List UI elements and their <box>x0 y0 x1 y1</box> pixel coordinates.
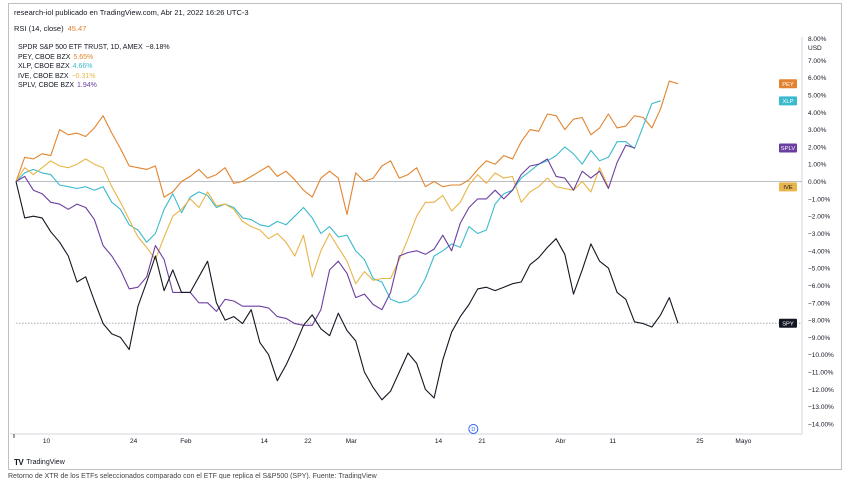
brand-label: TradingView <box>26 459 65 466</box>
x-tick-label: 14 <box>435 438 443 445</box>
y-tick-label: −7.00% <box>808 300 830 307</box>
legend-label: SPDR S&P 500 ETF TRUST, 1D, AMEX <box>18 44 143 51</box>
legend-value: 5.65% <box>73 53 94 61</box>
rsi-label: RSI (14, close) <box>14 24 64 33</box>
last-value-tag-label: IVE <box>783 185 792 191</box>
legend-label: PEY, CBOE BZX <box>18 53 71 61</box>
y-tick-label: −8.00% <box>808 318 830 325</box>
x-tick-label: 24 <box>130 438 138 445</box>
last-value-tag-label: XLP <box>783 99 794 105</box>
publisher-line: research-iol publicado en TradingView.co… <box>14 8 249 17</box>
x-tick-label: 11 <box>609 438 616 445</box>
legend-item-xlp[interactable]: XLP, CBOE BZX 4.66% <box>18 62 170 72</box>
y-tick-label: −5.00% <box>808 266 830 273</box>
series-line-xlp <box>15 100 661 304</box>
rsi-indicator-label[interactable]: RSI (14, close) 45.47 <box>14 24 86 33</box>
legend-value: 1.94% <box>77 82 97 89</box>
legend-label: XLP, CBOE BZX <box>18 63 70 70</box>
last-value-tag-label: PEY <box>782 82 794 88</box>
y-unit-label: USD <box>808 45 822 52</box>
last-value-tag-ive: IVE <box>779 182 797 192</box>
legend-item-pey[interactable]: PEY, CBOE BZX 5.65% <box>18 53 170 63</box>
last-value-tag-xlp: XLP <box>779 96 797 106</box>
x-tick-label: 25 <box>696 438 704 445</box>
y-tick-label: 7.00% <box>808 58 827 65</box>
legend-value: 4.66% <box>72 63 93 70</box>
legend-value: −8.18% <box>145 44 170 51</box>
last-value-tag-pey: PEY <box>779 79 797 89</box>
y-tick-label: 6.00% <box>808 75 827 82</box>
last-value-tag-bg <box>779 96 797 106</box>
last-value-tag-bg <box>779 318 797 328</box>
y-tick-label: −13.00% <box>808 404 834 411</box>
y-tick-label: −6.00% <box>808 283 830 290</box>
last-value-tag-bg <box>779 182 797 192</box>
last-value-tag-label: SPY <box>782 321 794 327</box>
y-tick-label: −10.00% <box>808 352 834 359</box>
y-tick-label: 3.00% <box>808 127 827 134</box>
y-tick-label: −14.00% <box>808 422 834 429</box>
y-tick-label: −3.00% <box>808 231 830 238</box>
y-tick-label: 2.00% <box>808 144 827 151</box>
last-value-tag-bg <box>779 79 797 89</box>
y-tick-label: −12.00% <box>808 387 834 394</box>
y-tick-label: −4.00% <box>808 248 830 255</box>
x-tick-label: Mayo <box>735 438 751 445</box>
y-tick-label: −1.00% <box>808 196 830 203</box>
legend-item-spy[interactable]: SPDR S&P 500 ETF TRUST, 1D, AMEX −8.18% <box>18 43 170 53</box>
y-tick-label: −11.00% <box>808 370 834 377</box>
series-line-splv <box>15 144 635 326</box>
dividend-marker-icon <box>468 424 479 434</box>
last-value-tag-splv: SPLV <box>779 143 797 153</box>
x-tick-label: Abr <box>555 438 566 445</box>
y-tick-label: −9.00% <box>808 335 830 342</box>
last-value-tag-bg <box>779 143 797 153</box>
legend-item-splv[interactable]: SPLV, CBOE BZX 1.94% <box>18 81 170 91</box>
y-tick-label: 8.00% <box>808 36 827 43</box>
y-tick-label: 1.00% <box>808 162 827 169</box>
legend-label: IVE, CBOE BZX <box>18 72 69 80</box>
x-tick-label: 10 <box>43 438 51 445</box>
legend: SPDR S&P 500 ETF TRUST, 1D, AMEX −8.18% P… <box>18 43 170 91</box>
tradingview-logo-icon: TV <box>14 458 24 467</box>
x-tick-label: Mar <box>346 438 358 445</box>
x-tick-label: 21 <box>478 438 486 445</box>
x-tick-label: Feb <box>180 438 192 445</box>
legend-label: SPLV, CBOE BZX <box>18 82 75 89</box>
x-tick-label: 14 <box>261 438 269 445</box>
y-tick-label: 0.00% <box>808 179 827 186</box>
series-line-spy <box>15 181 679 401</box>
series-line-ive <box>15 158 609 285</box>
series-line-pey <box>15 80 679 216</box>
last-value-tag-label: SPLV <box>781 146 796 152</box>
dividend-marker-label: D <box>471 427 475 433</box>
y-tick-label: −2.00% <box>808 214 830 221</box>
last-value-tag-spy: SPY <box>779 318 797 328</box>
x-tick-label: 22 <box>304 438 312 445</box>
legend-value: −0.31% <box>71 72 96 80</box>
y-tick-label: 4.00% <box>808 110 827 117</box>
rsi-value: 45.47 <box>67 24 87 33</box>
tradingview-brand: TV TradingView <box>14 458 65 467</box>
chart-frame <box>8 3 842 470</box>
figure-caption: Retorno de XTR de los ETFs seleccionados… <box>8 473 377 479</box>
y-tick-label: 5.00% <box>808 92 827 99</box>
legend-item-ive[interactable]: IVE, CBOE BZX −0.31% <box>18 72 170 82</box>
